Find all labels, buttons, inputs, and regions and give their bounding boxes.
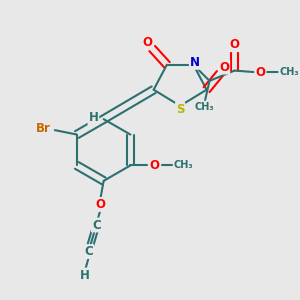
- Text: O: O: [219, 61, 229, 74]
- Text: H: H: [80, 268, 90, 281]
- Text: C: C: [92, 218, 101, 232]
- Text: CH₃: CH₃: [173, 160, 193, 170]
- Text: H: H: [88, 111, 98, 124]
- Text: O: O: [230, 38, 240, 51]
- Text: O: O: [149, 159, 160, 172]
- Text: CH₃: CH₃: [194, 102, 214, 112]
- Text: O: O: [143, 35, 153, 49]
- Text: S: S: [176, 103, 184, 116]
- Text: O: O: [255, 65, 266, 79]
- Text: CH₃: CH₃: [279, 67, 299, 77]
- Text: O: O: [95, 198, 105, 211]
- Text: N: N: [190, 56, 200, 69]
- Text: Br: Br: [36, 122, 50, 135]
- Text: C: C: [85, 245, 93, 258]
